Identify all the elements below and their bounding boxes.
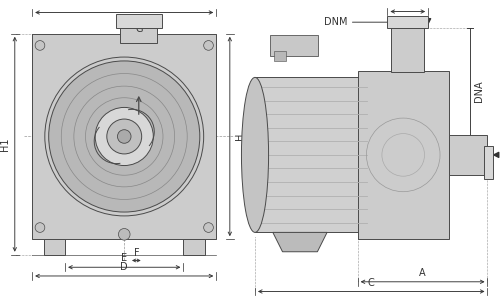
Circle shape [35,223,45,232]
Circle shape [35,41,45,50]
Circle shape [204,223,214,232]
Bar [116,15,162,28]
Polygon shape [273,232,327,252]
Bar [392,28,424,72]
Circle shape [45,57,203,216]
Text: N: N [120,18,128,28]
Text: C: C [368,278,374,288]
Bar [274,51,286,61]
Bar [120,28,157,44]
Text: H: H [234,133,244,140]
Bar [44,239,65,255]
Bar [448,135,488,175]
Bar [484,146,494,179]
Circle shape [107,119,142,154]
Bar [270,35,318,56]
Text: G: G [135,24,142,34]
Circle shape [118,130,131,143]
Text: H1: H1 [0,138,10,151]
Bar [358,71,448,239]
Text: A: A [420,268,426,278]
Bar [388,16,428,28]
Circle shape [48,61,200,212]
Bar [32,34,216,239]
Circle shape [95,108,154,165]
Text: DNM: DNM [324,17,347,27]
Text: E: E [121,253,128,263]
Text: DNA: DNA [474,81,484,102]
Circle shape [118,228,130,240]
Bar [184,239,204,255]
Ellipse shape [242,77,268,232]
Text: F: F [134,248,139,258]
Text: D: D [120,262,128,272]
Bar [255,77,368,232]
Text: B: B [404,17,411,27]
Circle shape [204,41,214,50]
